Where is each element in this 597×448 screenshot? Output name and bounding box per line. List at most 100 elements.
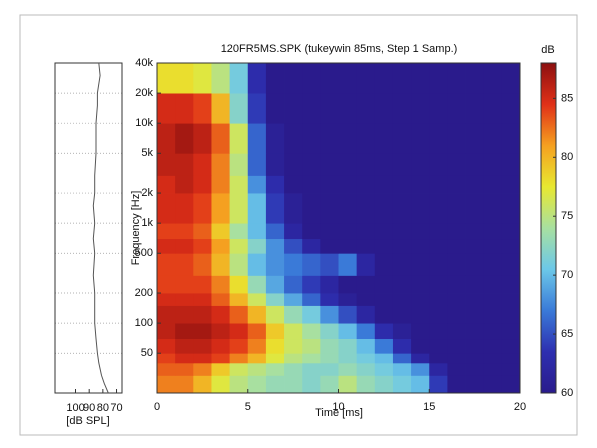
heat-cell (284, 123, 303, 154)
heat-cell (211, 175, 230, 194)
heat-cell (483, 305, 503, 324)
heat-cell (392, 275, 412, 294)
heat-cell (374, 305, 394, 324)
heat-cell (265, 175, 285, 194)
heat-cell (157, 193, 176, 224)
heat-cell (392, 338, 412, 354)
heat-cell (320, 175, 339, 194)
heat-cell (501, 293, 521, 306)
heat-cell (211, 238, 230, 254)
x-tick-label: 100 (66, 402, 84, 414)
heat-cell (193, 238, 212, 254)
x-tick-label: 20 (514, 401, 526, 413)
y-tick-label: 1k (141, 217, 153, 229)
heat-cell (229, 293, 249, 306)
heat-cell (356, 193, 376, 224)
heat-cell (392, 323, 412, 340)
colorbar-tick-label: 70 (561, 269, 573, 281)
heat-cell (247, 338, 267, 354)
heat-cell (465, 153, 485, 176)
heat-cell (392, 193, 412, 224)
heat-cell (284, 175, 303, 194)
heat-cell (175, 238, 194, 254)
x-tick-label: 10 (332, 401, 344, 413)
heat-cell (320, 293, 339, 306)
heat-cell (157, 353, 176, 364)
heat-cell (356, 275, 376, 294)
heat-cell (465, 253, 485, 276)
heat-cell (302, 375, 321, 394)
heat-cell (157, 293, 176, 306)
heat-cell (411, 323, 430, 340)
heat-cell (465, 123, 485, 154)
heat-cell (447, 293, 466, 306)
heat-cell (265, 338, 285, 354)
heat-cell (211, 253, 230, 276)
heat-cell (483, 238, 503, 254)
heat-cell (175, 253, 194, 276)
heat-cell (193, 338, 212, 354)
heat-cell (157, 253, 176, 276)
heat-cell (302, 223, 321, 240)
y-tick-label: 20k (135, 87, 153, 99)
heat-cell (338, 338, 358, 354)
heat-cell (320, 338, 339, 354)
heat-cell (175, 275, 194, 294)
heat-cell (284, 338, 303, 354)
heat-cell (429, 305, 448, 324)
heat-cell (175, 63, 194, 94)
heat-cell (247, 305, 267, 324)
heat-cell (447, 305, 466, 324)
heat-cell (320, 362, 339, 376)
heat-cell (284, 223, 303, 240)
heat-cell (483, 323, 503, 340)
heat-cell (501, 275, 521, 294)
heat-cell (356, 253, 376, 276)
heat-cell (392, 63, 412, 94)
heat-cell (411, 375, 430, 394)
heat-cell (229, 153, 249, 176)
heat-cell (302, 123, 321, 154)
heat-cell (483, 175, 503, 194)
heat-cell (157, 238, 176, 254)
heat-cell (175, 193, 194, 224)
heat-cell (229, 223, 249, 240)
heat-cell (374, 362, 394, 376)
heat-cell (483, 293, 503, 306)
heat-cell (211, 362, 230, 376)
heat-cell (265, 253, 285, 276)
heat-cell (392, 93, 412, 124)
heat-cell (392, 253, 412, 276)
heat-cell (211, 93, 230, 124)
heat-cell (483, 375, 503, 394)
colorbar-tick-label: 75 (561, 210, 573, 222)
heat-cell (302, 238, 321, 254)
heat-cell (211, 375, 230, 394)
heat-cell (193, 93, 212, 124)
y-tick-label: 5k (141, 147, 153, 159)
heat-cell (356, 175, 376, 194)
chart-title: 120FR5MS.SPK (tukeywin 85ms, Step 1 Samp… (221, 43, 458, 55)
heat-cell (302, 323, 321, 340)
heat-cell (211, 293, 230, 306)
heat-cell (229, 338, 249, 354)
heat-cell (175, 338, 194, 354)
heat-cell (447, 238, 466, 254)
heat-cell (175, 153, 194, 176)
heat-cell (265, 362, 285, 376)
heat-cell (265, 305, 285, 324)
heat-cell (429, 153, 448, 176)
heat-cell (338, 375, 358, 394)
heat-cell (193, 63, 212, 94)
heat-cell (338, 353, 358, 364)
heat-cell (265, 238, 285, 254)
heat-cell (429, 123, 448, 154)
heat-cell (356, 123, 376, 154)
heat-cell (229, 193, 249, 224)
y-tick-label: 50 (141, 347, 153, 359)
heat-cell (501, 375, 521, 394)
heat-cell (465, 293, 485, 306)
heat-cell (411, 275, 430, 294)
heat-cell (338, 223, 358, 240)
